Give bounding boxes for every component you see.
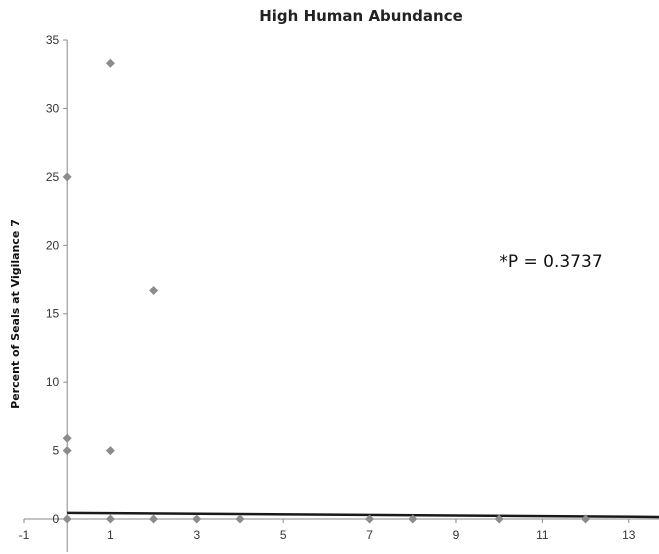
y-tick-label: 0 [53,512,60,526]
x-tick-label: 5 [280,528,287,542]
data-points [62,58,591,524]
x-tick-label: 11 [536,528,549,542]
data-point [149,285,159,295]
data-point [62,446,72,456]
x-tick-label: 3 [193,528,200,542]
x-tick-label: 7 [366,528,373,542]
x-axis-ticks: -1 1 3 5 7 9 11 13 [19,519,636,542]
data-point [62,514,72,524]
data-point [105,514,115,524]
y-tick-label: 35 [46,33,60,47]
chart-title: High Human Abundance [259,7,463,25]
y-tick-label: 15 [46,307,60,321]
annotations: *P = 0.3737 [499,252,602,272]
data-point [365,514,375,524]
data-point [581,514,591,524]
data-point [105,446,115,456]
data-point [235,514,245,524]
y-tick-label: 5 [53,444,60,458]
y-tick-label: 10 [46,375,60,389]
y-tick-label: 20 [46,238,60,252]
data-point [494,514,504,524]
trendline [67,511,659,519]
trendline-group [67,511,659,519]
x-tick-label: -1 [19,528,30,542]
p-value-annotation: *P = 0.3737 [499,252,602,272]
data-point [149,514,159,524]
y-axis-label: Percent of Seals at Vigilance 7 [9,219,22,409]
y-tick-label: 30 [46,101,60,115]
axes [24,40,659,552]
x-tick-label: 1 [107,528,114,542]
data-point [105,58,115,68]
data-point [192,514,202,524]
x-tick-label: 9 [453,528,460,542]
data-point [62,433,72,443]
data-point [408,514,418,524]
x-tick-label: 13 [622,528,636,542]
y-axis-ticks: 0 5 10 15 20 25 30 35 [46,33,68,526]
y-tick-label: 25 [46,170,60,184]
data-point [62,172,72,182]
